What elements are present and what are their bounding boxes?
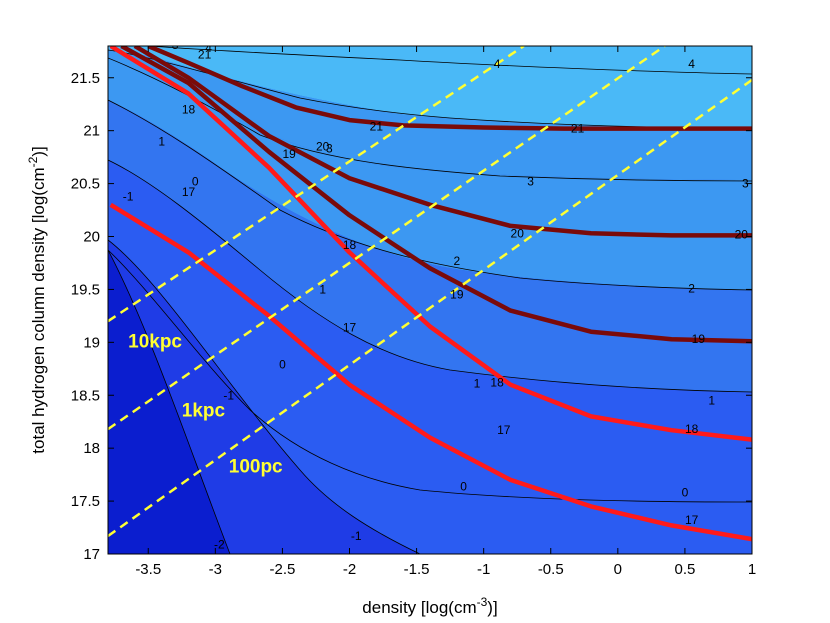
contour-label: 17	[343, 321, 357, 335]
contour-label: 17	[182, 185, 196, 199]
plot-frame	[107, 45, 753, 555]
x-tick-label: -3	[209, 561, 222, 578]
x-axis-label: density [log(cm-3)]	[362, 595, 497, 617]
thin-contour-label: -1	[351, 529, 362, 543]
band-3	[108, 46, 752, 128]
band-n2	[108, 250, 230, 554]
thin-contour-label: 3	[742, 177, 749, 191]
x-tick-label: 1	[748, 561, 756, 578]
contour-18	[109, 46, 752, 442]
thin-contour-label: 2	[453, 254, 460, 268]
y-tick-label: 17	[83, 546, 100, 563]
contour-label: 17	[685, 513, 699, 527]
distance-line-100pc	[108, 78, 752, 538]
thin-contour-label: 1	[158, 134, 165, 148]
contour-label: 20	[316, 140, 330, 154]
distance-line-10kpc	[108, 46, 525, 323]
band-2	[108, 50, 752, 180]
thin-contour-label: 0	[682, 486, 689, 500]
x-tick-label: 0	[614, 561, 622, 578]
y-tick-label: 18	[83, 440, 100, 457]
contour-19	[120, 46, 752, 344]
contour-label: 18	[490, 376, 504, 390]
x-tick-label: -1	[477, 561, 490, 578]
thin-contour-label: 4	[205, 41, 212, 55]
thin-contour-label: -2	[214, 537, 225, 551]
x-tick-label: -3.5	[135, 561, 161, 578]
contour-17	[109, 202, 752, 542]
thin-contour-label: 3	[326, 142, 333, 156]
thin-contour-label: 0	[279, 358, 286, 372]
y-axis-label: total hydrogen column density [log(cm-2)…	[26, 146, 48, 453]
thin-contour-label: 1	[708, 394, 715, 408]
y-tick-label: 20.5	[71, 176, 100, 193]
contour-label: 21	[198, 47, 212, 61]
thin-contour-label: 4	[688, 57, 695, 71]
x-tick-label: -1.5	[404, 561, 430, 578]
x-tick-label: -2	[343, 561, 356, 578]
contour-label: 18	[685, 422, 699, 436]
thin-contour-line	[108, 249, 752, 503]
distance-line-1kpc	[108, 46, 666, 431]
contour-label: 19	[692, 332, 706, 346]
thin-contour-label: 3	[172, 38, 179, 52]
contour-label: 20	[735, 227, 749, 241]
distance-label: 10kpc	[128, 332, 182, 353]
y-tick-label: 21	[83, 123, 100, 140]
contour-label: 20	[511, 226, 525, 240]
thin-contour-line	[108, 159, 752, 393]
contour-label: 18	[343, 238, 357, 252]
y-tick-label: 18.5	[71, 387, 100, 404]
thin-contour-line	[108, 239, 421, 554]
x-tick-label: -0.5	[538, 561, 564, 578]
thin-contour-label: 0	[460, 479, 467, 493]
column-density-contours	[109, 46, 752, 542]
distance-label: 1kpc	[182, 400, 226, 421]
x-tick-label: -2.5	[269, 561, 295, 578]
thin-contour-line	[108, 49, 752, 129]
contour-label: 17	[497, 423, 511, 437]
filled-contours	[108, 46, 752, 554]
contour-label: 19	[450, 288, 464, 302]
x-axis: -3.5 -3 -2.5 -2 -1.5 -1 -0.5 0 0.5 1	[135, 46, 756, 578]
thin-contour-label: 0	[192, 174, 199, 188]
thin-contour-line	[108, 249, 231, 554]
thin-contour-line	[149, 46, 752, 75]
thin-contour-label: 4	[494, 57, 501, 71]
thin-contour-label: 2	[688, 281, 695, 295]
contour-21	[147, 46, 752, 131]
thin-contour-label: 3	[527, 174, 534, 188]
y-tick-label: 21.5	[71, 70, 100, 87]
contour-label: 21	[370, 119, 384, 133]
y-tick-label: 17.5	[71, 493, 100, 510]
distance-label: 100pc	[229, 457, 283, 478]
y-tick-label: 19.5	[71, 281, 100, 298]
thin-contour-label: 1	[319, 282, 326, 296]
x-tick-label: 0.5	[674, 561, 695, 578]
thin-contour-label: -1	[223, 388, 234, 402]
contour-label: 19	[282, 147, 296, 161]
contour-20	[133, 46, 752, 238]
contour-label: 21	[571, 122, 585, 136]
thin-contour-label: -1	[123, 189, 134, 203]
contour-label: 18	[182, 103, 196, 117]
band-0b	[108, 100, 752, 392]
y-tick-label: 19	[83, 334, 100, 351]
thin-contour-label: 1	[474, 377, 481, 391]
y-tick-label: 20	[83, 229, 100, 246]
distance-lines: 10kpc 1kpc 100pc	[108, 46, 752, 538]
